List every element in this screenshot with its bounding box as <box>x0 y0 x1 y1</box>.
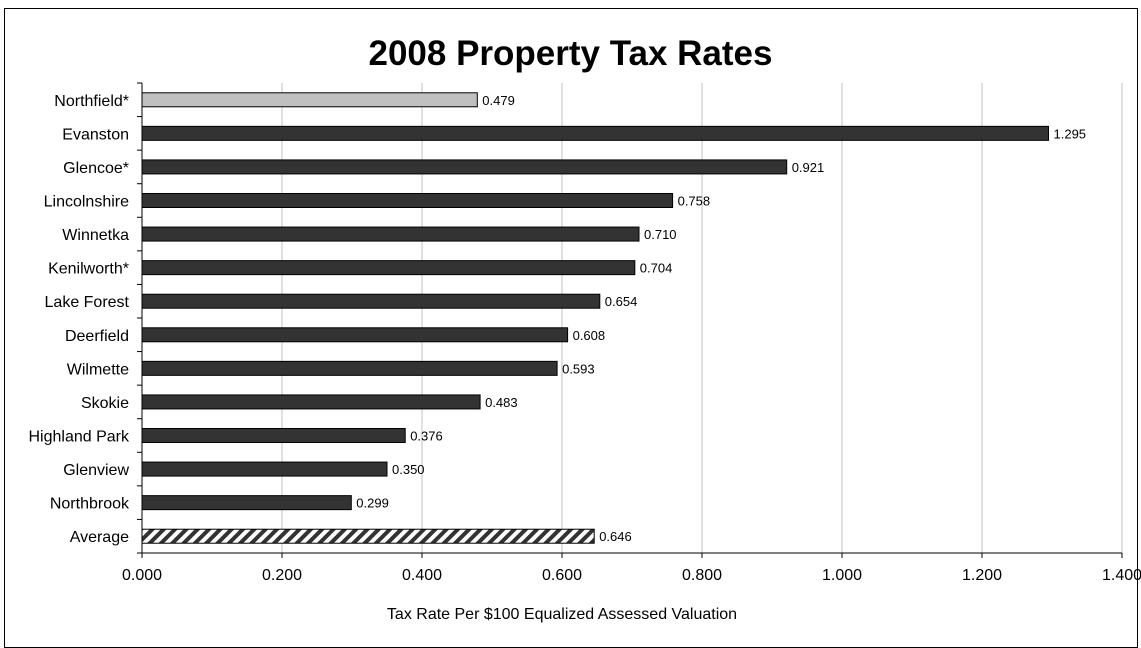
data-label: 0.758 <box>678 194 711 209</box>
bar-glenview <box>142 462 387 476</box>
data-label: 0.704 <box>640 261 673 276</box>
bar-highland-park <box>142 429 405 443</box>
bar-deerfield <box>142 328 568 342</box>
x-tick-label: 0.400 <box>402 567 442 584</box>
bar-evanston <box>142 126 1049 140</box>
category-label: Glenview <box>63 462 129 479</box>
data-label: 0.921 <box>792 160 825 175</box>
category-label: Highland Park <box>29 429 131 446</box>
data-label: 0.483 <box>485 395 518 410</box>
x-axis-label: Tax Rate Per $100 Equalized Assessed Val… <box>142 606 982 624</box>
bars: 0.479 1.295 0.921 0.758 0.710 0.704 0.654 0.608… <box>142 93 1086 544</box>
x-tick-label: 0.200 <box>262 567 302 584</box>
data-label: 0.608 <box>573 328 606 343</box>
data-label: 0.654 <box>605 294 638 309</box>
category-label: Lincolnshire <box>44 194 129 211</box>
data-label: 0.350 <box>392 462 425 477</box>
bar-skokie <box>142 395 480 409</box>
data-label: 0.646 <box>599 529 632 544</box>
category-label: Deerfield <box>65 328 129 345</box>
gridlines <box>282 83 1122 553</box>
category-label: Northfield* <box>54 93 129 110</box>
x-tick-label: 0.000 <box>122 567 162 584</box>
x-tick-label: 1.400 <box>1102 567 1141 584</box>
bar-winnetka <box>142 227 639 241</box>
data-label: 1.295 <box>1054 126 1087 141</box>
bar-northbrook <box>142 496 351 510</box>
category-label: Evanston <box>62 126 129 143</box>
category-label: Average <box>70 529 129 546</box>
category-label: Glencoe* <box>63 160 129 177</box>
x-tick-label: 0.800 <box>682 567 722 584</box>
data-label: 0.479 <box>482 93 515 108</box>
x-tick-label: 1.000 <box>822 567 862 584</box>
category-label: Lake Forest <box>45 294 130 311</box>
x-tick-label: 0.600 <box>542 567 582 584</box>
data-label: 0.710 <box>644 227 677 242</box>
bar-kenilworth <box>142 261 635 275</box>
x-tick-label: 1.200 <box>962 567 1002 584</box>
bar-northfield <box>142 93 477 107</box>
data-label: 0.299 <box>356 496 389 511</box>
bar-chart: 0.479 1.295 0.921 0.758 0.710 0.704 0.654 0.608… <box>0 0 1141 626</box>
bar-glencoe <box>142 160 787 174</box>
category-label: Kenilworth* <box>48 261 129 278</box>
category-label: Northbrook <box>50 496 130 513</box>
bar-lake-forest <box>142 294 600 308</box>
category-label: Skokie <box>81 395 129 412</box>
bar-wilmette <box>142 361 557 375</box>
data-label: 0.376 <box>410 429 443 444</box>
category-label: Winnetka <box>62 227 129 244</box>
category-label: Wilmette <box>67 361 129 378</box>
bar-lincolnshire <box>142 194 673 208</box>
bar-average <box>142 529 594 543</box>
data-label: 0.593 <box>562 361 595 376</box>
